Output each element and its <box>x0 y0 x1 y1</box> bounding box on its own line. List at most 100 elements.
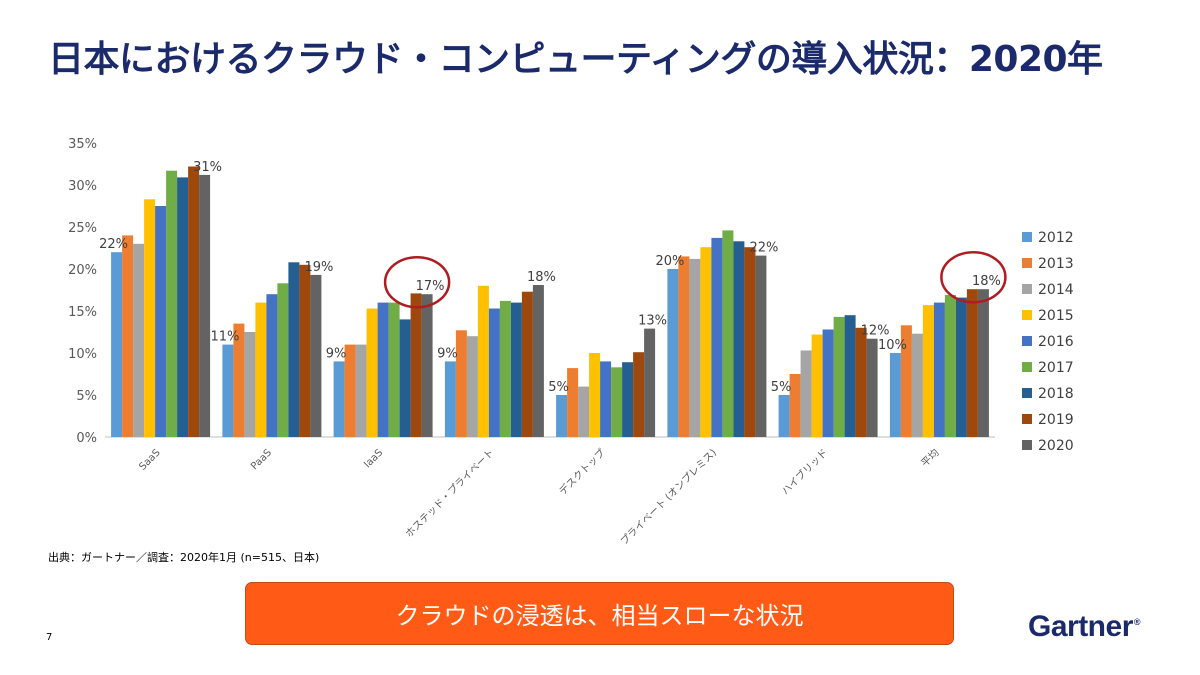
bar <box>255 302 267 437</box>
category-label: プライベート (オンプレミス) <box>618 447 719 548</box>
bar <box>122 235 134 437</box>
bar <box>499 300 511 437</box>
bar <box>266 294 278 437</box>
bar <box>722 230 734 437</box>
bar <box>344 344 356 437</box>
highlight-circle <box>940 250 1007 304</box>
conclusion-banner: クラウドの浸透は、相当スローな状況 <box>245 582 954 645</box>
legend-label: 2014 <box>1038 282 1074 298</box>
bar <box>733 241 745 437</box>
category-label: ホステッド・プライベート <box>403 447 496 540</box>
legend-label: 2017 <box>1038 360 1074 376</box>
legend-swatch <box>1022 232 1032 242</box>
bar <box>556 395 568 437</box>
bar <box>611 367 623 437</box>
y-tick-label: 30% <box>68 179 97 194</box>
bar <box>333 361 345 437</box>
page-number: 7 <box>46 632 53 643</box>
bar <box>966 289 978 437</box>
legend-label: 2019 <box>1038 412 1074 428</box>
bar <box>600 361 612 437</box>
category-label: IaaS <box>362 447 385 470</box>
y-tick-label: 20% <box>68 263 97 278</box>
y-tick-label: 5% <box>76 389 97 404</box>
source-note: 出典：ガートナー／調査：2020年1月 (n=515、日本) <box>48 551 320 564</box>
bar-chart: 0% 5% 10% 15% 20% 25% 30% 35% 22% 31% 11% 19% 9% 17% 9… <box>68 137 1074 548</box>
data-label: 19% <box>304 260 333 275</box>
bar <box>933 302 945 437</box>
data-label: 5% <box>771 380 792 395</box>
highlight-circle <box>383 255 451 309</box>
bar <box>133 243 145 437</box>
bar <box>188 166 200 437</box>
bar <box>689 258 701 437</box>
data-label: 12% <box>861 324 890 339</box>
bar <box>678 256 690 437</box>
y-tick-label: 10% <box>68 347 97 362</box>
bar <box>977 289 989 437</box>
legend-label: 2016 <box>1038 334 1074 350</box>
bar <box>811 334 823 437</box>
bar <box>833 316 845 437</box>
category-label: 平均 <box>919 447 942 470</box>
bar <box>711 237 723 437</box>
category-label: デスクトップ <box>556 446 608 498</box>
bar <box>644 328 656 437</box>
legend-label: 2020 <box>1038 438 1074 454</box>
legend-label: 2015 <box>1038 308 1074 324</box>
legend-label: 2018 <box>1038 386 1074 402</box>
bar <box>277 283 289 437</box>
data-label: 18% <box>972 274 1001 289</box>
y-tick-label: 35% <box>68 137 97 152</box>
bar <box>477 285 489 437</box>
bar <box>388 302 400 437</box>
bar <box>421 294 433 437</box>
category-label: ハイブリッド <box>779 446 830 497</box>
data-label: 31% <box>193 160 222 175</box>
banner-text: クラウドの浸透は、相当スローな状況 <box>395 602 804 630</box>
bar <box>355 344 367 437</box>
data-label: 9% <box>437 346 458 361</box>
data-label: 9% <box>326 346 347 361</box>
bar <box>488 308 500 437</box>
bar <box>244 332 256 437</box>
bar <box>111 252 123 437</box>
bar <box>410 293 422 437</box>
legend-swatch <box>1022 284 1032 294</box>
data-label: 10% <box>878 338 907 353</box>
category-label: SaaS <box>137 447 162 472</box>
bar <box>911 333 923 437</box>
bar <box>155 206 167 437</box>
data-label: 20% <box>655 254 684 269</box>
data-label: 22% <box>749 241 778 256</box>
bar <box>222 344 234 437</box>
bar <box>288 262 300 437</box>
bar <box>366 308 378 437</box>
bar <box>455 330 467 437</box>
bar <box>900 325 912 437</box>
data-label: 13% <box>638 314 667 329</box>
bar <box>399 319 411 437</box>
bar <box>633 352 645 437</box>
bar <box>822 329 834 437</box>
bar <box>944 295 956 437</box>
bar <box>622 362 634 437</box>
bar <box>144 199 156 437</box>
bar <box>800 350 812 437</box>
bar <box>844 315 856 437</box>
data-label: 11% <box>210 330 239 345</box>
bar <box>589 353 601 437</box>
category-label: PaaS <box>249 447 274 472</box>
bar <box>955 297 967 437</box>
bar <box>700 247 712 437</box>
bar <box>466 336 478 437</box>
legend-swatch <box>1022 310 1032 320</box>
legend-swatch <box>1022 336 1032 346</box>
bar <box>166 170 178 437</box>
bar <box>233 323 245 437</box>
legend-swatch <box>1022 362 1032 372</box>
legend-swatch <box>1022 388 1032 398</box>
bar <box>578 386 590 437</box>
bar <box>521 291 533 437</box>
y-tick-label: 15% <box>68 305 97 320</box>
